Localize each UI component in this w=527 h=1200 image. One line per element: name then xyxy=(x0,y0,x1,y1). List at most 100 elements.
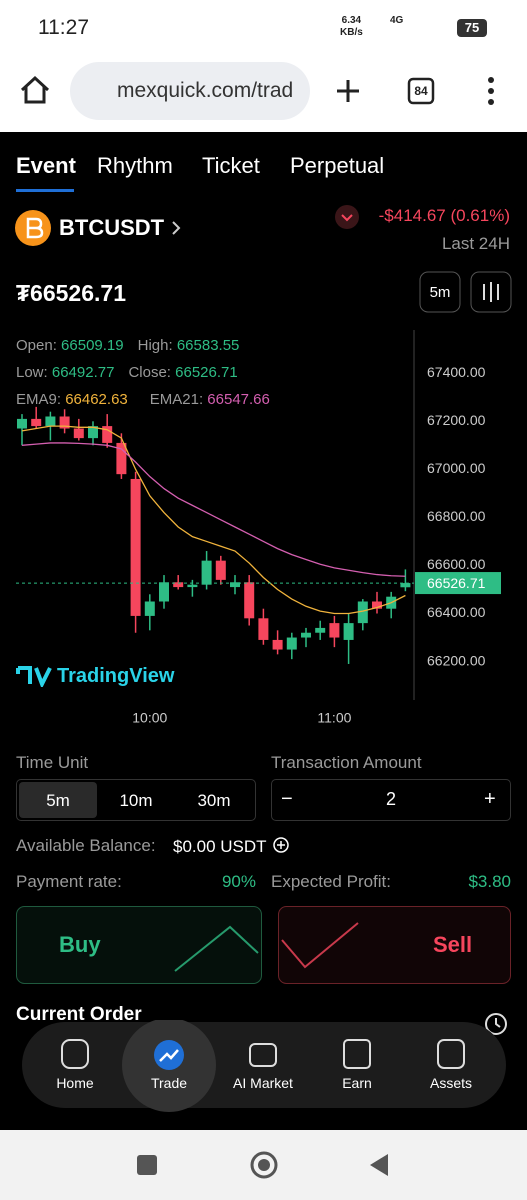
history-icon[interactable] xyxy=(482,1010,510,1038)
y-tick-label: 66600.00 xyxy=(427,556,486,572)
nav-item[interactable]: AI Market xyxy=(233,1075,293,1091)
home-icon xyxy=(61,1039,89,1069)
tabs-button[interactable] xyxy=(407,77,435,105)
label: Time Unit xyxy=(16,753,89,772)
candle-body xyxy=(258,618,269,640)
plus[interactable]: + xyxy=(484,788,496,810)
chevron[interactable] xyxy=(172,221,181,235)
label: EMA21: xyxy=(149,391,204,408)
tab[interactable]: Rhythm xyxy=(97,153,173,178)
new-tab[interactable] xyxy=(337,80,359,102)
period-text: Last 24H xyxy=(441,234,510,253)
candle-body xyxy=(173,582,184,588)
last-price-label: 66526.71 xyxy=(427,575,486,591)
value: 66462.63 xyxy=(65,391,128,408)
candle-body xyxy=(400,583,411,588)
ai-icon xyxy=(249,1043,277,1067)
home[interactable] xyxy=(250,1151,278,1179)
time-unit-group xyxy=(16,779,256,821)
candle-body xyxy=(315,627,326,633)
add-cross xyxy=(277,841,285,849)
buttons-art xyxy=(16,906,511,984)
tab[interactable]: Event xyxy=(16,153,76,178)
sell-art xyxy=(281,922,359,969)
candle-body xyxy=(244,582,255,619)
symbol[interactable]: BTCUSDT xyxy=(59,215,165,240)
value: 66526.71 xyxy=(175,364,238,381)
url-box[interactable] xyxy=(70,62,310,120)
candle-body xyxy=(116,442,127,475)
sell-button[interactable] xyxy=(278,906,511,984)
tab-count: 84 xyxy=(414,84,428,98)
tab[interactable]: Perpetual xyxy=(290,153,385,178)
ohlc: Open: 66509.19 High: 66583.55 Low: 66492.… xyxy=(16,332,270,413)
interval-button[interactable] xyxy=(419,271,461,313)
balance: $0.00 USDT xyxy=(173,837,267,856)
last-price-tag xyxy=(415,572,501,595)
label: High: xyxy=(137,337,173,354)
amount-box xyxy=(271,779,511,821)
price: ₮66526.71 xyxy=(16,280,126,306)
nav-art xyxy=(22,1020,506,1112)
label: EMA9: xyxy=(16,391,62,408)
label: Open: xyxy=(16,337,57,354)
candle-body xyxy=(102,426,113,443)
candle-body xyxy=(17,418,27,429)
unit[interactable]: 5m xyxy=(46,791,70,810)
candle-body xyxy=(73,428,84,439)
nav-item[interactable]: Home xyxy=(56,1075,94,1091)
ema-row: EMA9: 66462.63 EMA21: 66547.66 xyxy=(16,386,270,413)
unit[interactable]: 10m xyxy=(119,791,153,810)
label: Payment rate: xyxy=(16,872,122,891)
y-tick-label: 67400.00 xyxy=(427,364,486,380)
tab-underline xyxy=(16,189,74,192)
candle-body xyxy=(45,416,56,427)
candle-body xyxy=(230,582,240,588)
y-tick-label: 67200.00 xyxy=(427,412,486,428)
back[interactable] xyxy=(370,1154,388,1176)
home-dot xyxy=(258,1159,270,1171)
candle-body xyxy=(187,584,198,588)
sell[interactable]: Sell xyxy=(433,932,473,957)
nav-item[interactable]: Earn xyxy=(342,1075,372,1091)
candle-body xyxy=(272,639,283,650)
home-icon xyxy=(20,75,50,104)
add-circle xyxy=(273,837,289,853)
interval: 5m xyxy=(429,284,451,301)
unit[interactable]: 30m xyxy=(197,791,231,810)
candle-body xyxy=(357,601,368,624)
recents[interactable] xyxy=(137,1155,157,1175)
candle-body xyxy=(329,623,340,638)
candle-body xyxy=(144,601,155,616)
network: 4G xyxy=(390,15,404,26)
ema-line xyxy=(21,442,406,577)
label: Low: xyxy=(16,364,48,381)
candle-body xyxy=(130,478,141,616)
candle-body xyxy=(372,601,382,609)
value: 66547.66 xyxy=(207,391,270,408)
value: 66583.55 xyxy=(176,337,240,354)
tab[interactable]: Ticket xyxy=(202,153,260,178)
chart-style-button[interactable] xyxy=(470,271,512,313)
trade-glyph xyxy=(159,1049,179,1062)
watermark: TradingView xyxy=(57,665,175,687)
nav-item[interactable]: Assets xyxy=(429,1075,472,1091)
speed: 6.34 KB/s xyxy=(340,15,363,39)
menu-dot xyxy=(488,99,494,105)
y-tick-label: 66800.00 xyxy=(427,508,486,524)
label: Expected Profit: xyxy=(271,872,392,891)
candle-body xyxy=(343,623,354,640)
minus[interactable]: − xyxy=(281,788,293,810)
clock: 11:27 xyxy=(38,16,89,39)
amount[interactable]: 2 xyxy=(385,789,396,809)
url[interactable]: mexquick.com/trad xyxy=(117,79,294,102)
current-order: Current Order xyxy=(16,1004,142,1025)
x-tick-label: 10:00 xyxy=(132,710,167,726)
candle-body xyxy=(31,418,42,427)
buy-button[interactable] xyxy=(16,906,262,984)
nav-item[interactable]: Trade xyxy=(150,1075,188,1091)
add-icon[interactable] xyxy=(272,836,290,854)
candle-body xyxy=(159,582,169,602)
buy[interactable]: Buy xyxy=(59,932,101,957)
